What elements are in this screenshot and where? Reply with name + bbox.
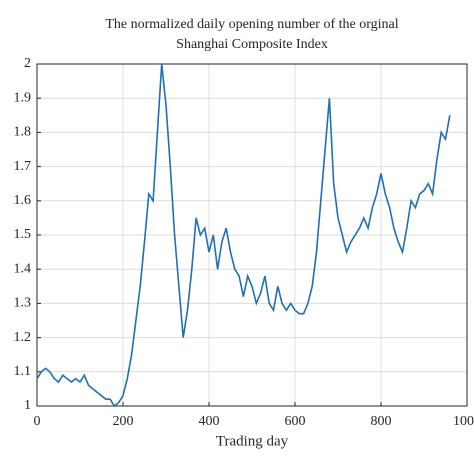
y-tick-label: 1.2 bbox=[14, 330, 32, 345]
x-tick-label: 200 bbox=[113, 414, 134, 429]
y-tick-label: 1 bbox=[24, 398, 31, 413]
data-line bbox=[36, 63, 451, 408]
y-tick-label: 1.1 bbox=[14, 364, 32, 379]
y-tick-label: 1.9 bbox=[14, 90, 32, 105]
x-tick-label: 800 bbox=[371, 414, 392, 429]
plot-frame bbox=[36, 63, 468, 407]
chart-subtitle: Shanghai Composite Index bbox=[176, 37, 328, 52]
x-tick-label: 600 bbox=[285, 414, 306, 429]
y-tick-label: 1.3 bbox=[14, 296, 32, 311]
chart-title: The normalized daily opening number of t… bbox=[105, 17, 398, 32]
y-tick-label: 1.5 bbox=[14, 227, 32, 242]
y-tick-label: 1.6 bbox=[14, 193, 32, 208]
y-tick-label: 1.7 bbox=[14, 159, 32, 174]
x-tick-label: 1000 bbox=[453, 414, 474, 429]
y-tick-label: 1.8 bbox=[14, 125, 32, 140]
x-tick-label: 0 bbox=[34, 414, 41, 429]
x-axis-label: Trading day bbox=[216, 433, 289, 449]
y-tick-label: 1.4 bbox=[14, 261, 32, 276]
x-tick-label: 400 bbox=[199, 414, 220, 429]
y-tick-label: 2 bbox=[24, 56, 31, 71]
